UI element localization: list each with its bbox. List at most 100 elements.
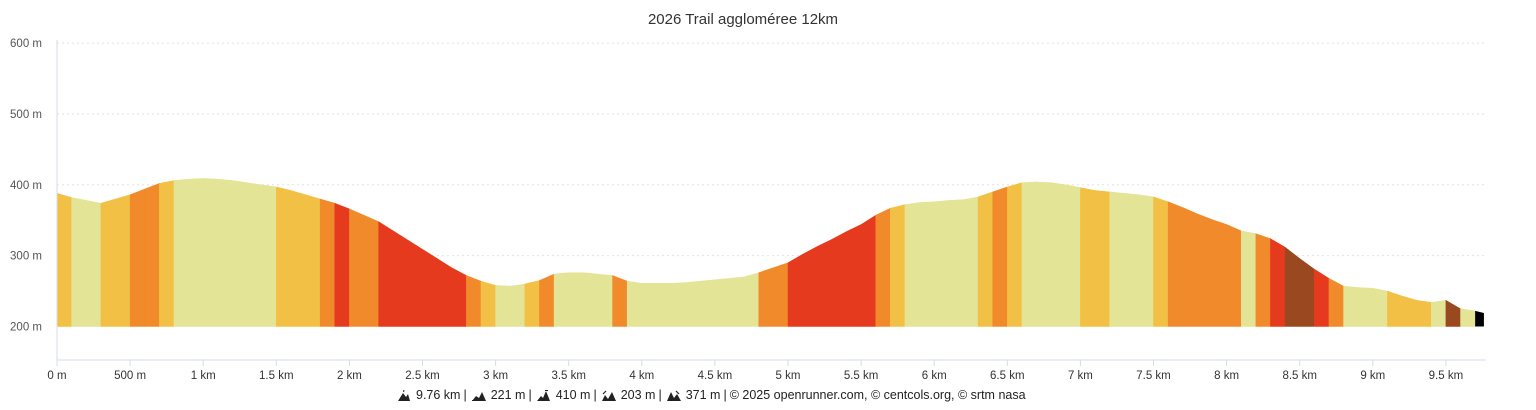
elevation-segment xyxy=(144,183,160,327)
x-tick-label: 3.5 km xyxy=(551,370,586,382)
elevation-segment xyxy=(246,182,262,327)
elevation-segment xyxy=(378,221,394,327)
elevation-segment xyxy=(1387,290,1403,327)
x-tick-label: 0 m xyxy=(47,370,66,382)
elevation-segment xyxy=(977,191,993,327)
elevation-segment xyxy=(1240,230,1257,327)
elevation-segment xyxy=(276,186,292,327)
x-tick-label: 2 km xyxy=(337,370,362,382)
elevation-segment xyxy=(846,224,862,327)
elevation-segment xyxy=(393,230,409,327)
y-tick-label: 400 m xyxy=(10,180,42,192)
credits: © 2025 openrunner.com, © centcols.org, ©… xyxy=(729,388,1026,402)
elevation-segment xyxy=(173,178,189,327)
summary-footer: 9.76 km | 221 m | 410 m | 203 m | 371 m | © 2… xyxy=(395,388,1026,402)
elevation-segment xyxy=(1007,182,1023,327)
elevation-segment xyxy=(290,190,306,327)
elevation-segment xyxy=(743,272,760,327)
x-tick-label: 6.5 km xyxy=(990,370,1025,382)
elevation-segment xyxy=(963,196,979,327)
elevation-segment xyxy=(992,186,1008,327)
descent-icon xyxy=(666,390,681,401)
elevation-segment xyxy=(159,180,175,327)
elevation-segment xyxy=(202,178,219,327)
descent-value: 371 m xyxy=(685,388,721,402)
elevation-segment xyxy=(948,199,964,327)
elevation-segment xyxy=(1138,194,1154,327)
min-altitude-value: 221 m xyxy=(490,388,526,402)
elevation-segment xyxy=(71,197,87,327)
elevation-segment xyxy=(1182,207,1198,327)
y-tick-label: 200 m xyxy=(10,322,42,334)
elevation-segment xyxy=(802,246,818,327)
distance-value: 9.76 km xyxy=(416,388,461,402)
elevation-segment xyxy=(85,200,102,327)
elevation-segment xyxy=(1050,182,1067,327)
x-tick-label: 3 km xyxy=(483,370,508,382)
elevation-segment xyxy=(1416,299,1432,327)
elevation-segment xyxy=(129,188,145,327)
max-altitude-value: 410 m xyxy=(555,388,591,402)
x-tick-label: 8.5 km xyxy=(1282,370,1317,382)
elevation-segment xyxy=(641,283,657,327)
x-tick-label: 4.5 km xyxy=(698,370,733,382)
elevation-segment xyxy=(1094,190,1110,327)
x-tick-label: 5.5 km xyxy=(844,370,879,382)
elevation-segment xyxy=(904,202,920,327)
elevation-segment xyxy=(1445,299,1461,327)
y-tick-label: 500 m xyxy=(10,109,42,121)
elevation-segment xyxy=(626,280,643,327)
elevation-segment xyxy=(1226,224,1242,327)
y-tick-label: 300 m xyxy=(10,251,42,263)
x-tick-label: 9.5 km xyxy=(1429,370,1464,382)
elevation-segment xyxy=(1284,246,1300,327)
axes: 200 m 300 m 400 m 500 m 600 m 0 m 500 m 1 km 1.5… xyxy=(10,38,1486,382)
x-tick-label: 7.5 km xyxy=(1136,370,1171,382)
elevation-segment xyxy=(597,273,613,327)
elevation-segment xyxy=(1328,277,1344,327)
elevation-segment xyxy=(773,262,789,327)
elevation-segment xyxy=(933,200,950,327)
elevation-segment xyxy=(612,275,628,327)
x-tick-label: 9 km xyxy=(1360,370,1385,382)
y-tick-label: 600 m xyxy=(10,38,42,50)
elevation-segment xyxy=(700,279,716,327)
elevation-segment xyxy=(480,280,496,327)
elevation-segment xyxy=(758,267,774,327)
ascent-value: 203 m xyxy=(620,388,656,402)
elevation-segment xyxy=(436,258,452,327)
min-altitude-icon xyxy=(471,391,486,401)
elevation-segment xyxy=(1314,268,1330,327)
max-altitude-icon xyxy=(536,389,550,401)
elevation-segment xyxy=(1401,295,1417,327)
x-tick-label: 500 m xyxy=(114,370,146,382)
elevation-segment xyxy=(583,272,599,327)
elevation-segment xyxy=(1109,191,1125,327)
elevation-segment xyxy=(334,202,350,327)
elevation-segment xyxy=(1021,181,1037,327)
elevation-segment xyxy=(1124,193,1140,327)
elevation-segment xyxy=(1167,201,1183,327)
elevation-segment xyxy=(553,272,569,327)
elevation-segment xyxy=(1255,233,1271,327)
elevation-segment xyxy=(1197,213,1213,327)
elevation-segment xyxy=(363,214,379,327)
elevation-segment xyxy=(1036,181,1052,327)
elevation-segment xyxy=(670,282,686,327)
x-tick-label: 5 km xyxy=(776,370,801,382)
elevation-segment xyxy=(261,184,277,327)
elevation-segment xyxy=(422,248,438,327)
elevation-segment xyxy=(816,238,833,327)
elevation-area xyxy=(56,178,1484,327)
chart-title: 2026 Trail aggloméree 12km xyxy=(647,11,839,28)
elevation-segment xyxy=(495,285,511,327)
elevation-segment xyxy=(305,194,321,327)
elevation-segment xyxy=(56,192,72,327)
elevation-segment xyxy=(656,283,672,327)
elevation-segment xyxy=(100,198,116,327)
elevation-segment xyxy=(729,276,745,327)
elevation-segment xyxy=(115,194,131,327)
x-tick-label: 1.5 km xyxy=(259,370,294,382)
elevation-segment xyxy=(875,207,891,327)
x-tick-label: 2.5 km xyxy=(405,370,440,382)
